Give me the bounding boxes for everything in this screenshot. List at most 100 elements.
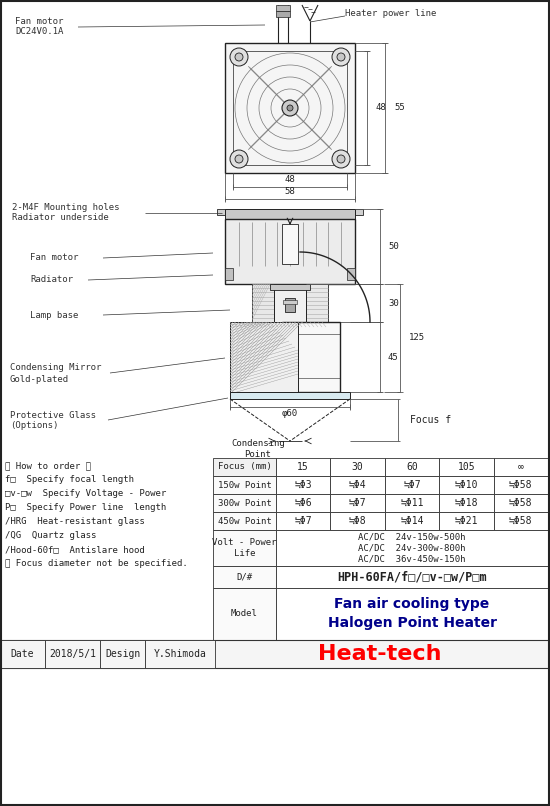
Bar bbox=[306, 284, 328, 322]
Bar bbox=[285, 298, 295, 312]
Text: 58: 58 bbox=[285, 188, 295, 197]
Text: /Hood-60f□  Antislare hood: /Hood-60f□ Antislare hood bbox=[5, 546, 145, 555]
Text: ≒Φ3: ≒Φ3 bbox=[294, 480, 312, 490]
Text: φ60: φ60 bbox=[282, 409, 298, 418]
Bar bbox=[100, 640, 145, 668]
Text: /QG  Quartz glass: /QG Quartz glass bbox=[5, 531, 96, 541]
Text: 48: 48 bbox=[376, 103, 387, 113]
Bar bbox=[385, 512, 439, 530]
Text: 30: 30 bbox=[352, 462, 364, 472]
Text: ≒Φ58: ≒Φ58 bbox=[509, 498, 532, 508]
Bar bbox=[276, 494, 331, 512]
Bar bbox=[282, 224, 298, 264]
Text: AC/DC  24v-150w-500h: AC/DC 24v-150w-500h bbox=[358, 533, 466, 542]
Text: Radiator: Radiator bbox=[30, 276, 73, 285]
Bar bbox=[331, 494, 385, 512]
Circle shape bbox=[235, 155, 243, 163]
Bar bbox=[145, 640, 215, 668]
Text: 45: 45 bbox=[388, 352, 399, 362]
Circle shape bbox=[230, 48, 248, 66]
Text: Design: Design bbox=[105, 649, 140, 659]
Text: Gold-plated: Gold-plated bbox=[10, 375, 69, 384]
Text: Lamp base: Lamp base bbox=[30, 310, 78, 319]
Bar bbox=[213, 530, 276, 566]
Text: 15: 15 bbox=[298, 462, 309, 472]
Circle shape bbox=[230, 150, 248, 168]
Bar bbox=[225, 43, 355, 173]
Text: 【 How to order 】: 【 How to order 】 bbox=[5, 462, 91, 471]
Text: 450w Point: 450w Point bbox=[218, 517, 271, 526]
Polygon shape bbox=[230, 322, 298, 392]
Text: Protective Glass: Protective Glass bbox=[10, 410, 96, 419]
Bar bbox=[283, 300, 297, 304]
Text: 48: 48 bbox=[285, 176, 295, 185]
Bar bbox=[385, 476, 439, 494]
Bar bbox=[282, 322, 340, 392]
Text: D/#: D/# bbox=[236, 572, 252, 581]
Bar bbox=[347, 268, 355, 280]
Text: ≒Φ7: ≒Φ7 bbox=[294, 516, 312, 526]
Bar bbox=[331, 458, 385, 476]
Text: 2018/5/1: 2018/5/1 bbox=[49, 649, 96, 659]
Text: Date: Date bbox=[11, 649, 34, 659]
Text: ※ Focus diameter not be specified.: ※ Focus diameter not be specified. bbox=[5, 559, 188, 568]
Bar bbox=[276, 476, 331, 494]
Text: ≒Φ18: ≒Φ18 bbox=[455, 498, 478, 508]
Bar bbox=[276, 458, 331, 476]
Bar bbox=[439, 512, 493, 530]
Text: ≒Φ6: ≒Φ6 bbox=[294, 498, 312, 508]
Text: ≒Φ10: ≒Φ10 bbox=[455, 480, 478, 490]
Bar bbox=[45, 640, 100, 668]
Bar bbox=[276, 5, 290, 11]
Text: /HRG  Heat-resistant glass: /HRG Heat-resistant glass bbox=[5, 517, 145, 526]
Bar bbox=[493, 512, 548, 530]
Bar bbox=[213, 566, 276, 588]
Bar bbox=[213, 458, 276, 476]
Text: 50: 50 bbox=[388, 242, 399, 251]
Circle shape bbox=[287, 105, 293, 111]
Text: ≒Φ21: ≒Φ21 bbox=[455, 516, 478, 526]
Bar bbox=[213, 588, 276, 640]
Text: ≒Φ7: ≒Φ7 bbox=[349, 498, 366, 508]
Bar bbox=[385, 458, 439, 476]
Text: 300w Point: 300w Point bbox=[218, 498, 271, 508]
Text: Focus f: Focus f bbox=[410, 415, 451, 425]
Text: Focus (mm): Focus (mm) bbox=[218, 463, 271, 472]
Bar bbox=[0, 640, 45, 668]
Text: Condensing
Point: Condensing Point bbox=[231, 439, 285, 459]
Text: 105: 105 bbox=[458, 462, 475, 472]
Text: Radiator underside: Radiator underside bbox=[12, 214, 109, 222]
Text: 150w Point: 150w Point bbox=[218, 480, 271, 489]
Circle shape bbox=[332, 150, 350, 168]
Text: Condensing Mirror: Condensing Mirror bbox=[10, 364, 101, 372]
Text: f□  Specify focal length: f□ Specify focal length bbox=[5, 476, 134, 484]
Bar bbox=[493, 458, 548, 476]
Text: 2-M4F Mounting holes: 2-M4F Mounting holes bbox=[12, 202, 119, 211]
Text: P□  Specify Power line  length: P□ Specify Power line length bbox=[5, 504, 166, 513]
Bar bbox=[439, 494, 493, 512]
Text: Fan motor: Fan motor bbox=[30, 254, 78, 263]
Text: Fan air cooling type: Fan air cooling type bbox=[334, 597, 490, 611]
Text: Volt - Power
Life: Volt - Power Life bbox=[212, 538, 277, 558]
Circle shape bbox=[337, 53, 345, 61]
Text: ≒Φ58: ≒Φ58 bbox=[509, 516, 532, 526]
Bar bbox=[493, 476, 548, 494]
Bar bbox=[270, 284, 310, 290]
Text: AC/DC  36v-450w-150h: AC/DC 36v-450w-150h bbox=[358, 555, 466, 563]
Text: ≒Φ14: ≒Φ14 bbox=[400, 516, 424, 526]
Bar bbox=[225, 219, 355, 284]
Bar bbox=[493, 494, 548, 512]
Bar bbox=[0, 640, 550, 668]
Bar bbox=[276, 11, 290, 17]
Bar bbox=[355, 209, 363, 215]
Text: Fan motor: Fan motor bbox=[15, 18, 63, 27]
Text: 55: 55 bbox=[394, 103, 405, 113]
Bar bbox=[252, 284, 274, 322]
Text: Model: Model bbox=[231, 609, 258, 618]
Bar bbox=[230, 392, 350, 399]
Bar bbox=[276, 530, 548, 566]
Text: Halogen Point Heater: Halogen Point Heater bbox=[327, 616, 497, 630]
Bar bbox=[213, 512, 276, 530]
Text: ≒Φ4: ≒Φ4 bbox=[349, 480, 366, 490]
Bar bbox=[276, 512, 331, 530]
